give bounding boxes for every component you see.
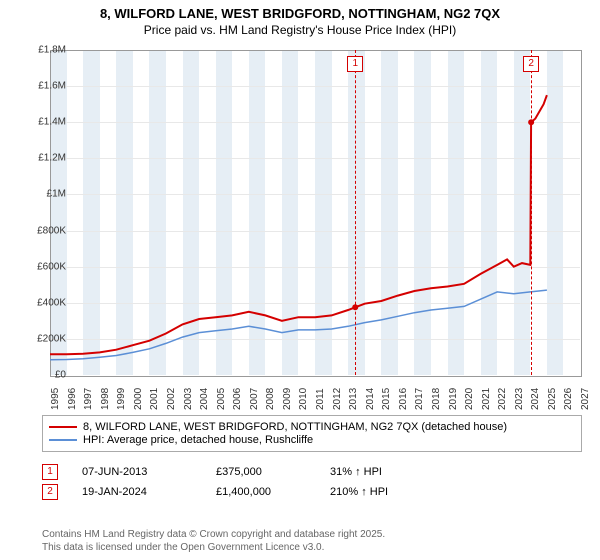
x-tick-label: 2019 (448, 388, 459, 410)
x-tick-label: 2003 (183, 388, 194, 410)
x-tick-label: 2008 (265, 388, 276, 410)
sale-delta: 31% ↑ HPI (330, 466, 382, 478)
x-tick-label: 2001 (149, 388, 160, 410)
y-tick-label: £1M (47, 189, 66, 200)
y-tick-label: £200K (37, 333, 66, 344)
y-tick-label: £1.8M (38, 45, 66, 56)
footnote-line2: This data is licensed under the Open Gov… (42, 541, 385, 554)
x-tick-label: 2020 (464, 388, 475, 410)
x-tick-label: 2026 (563, 388, 574, 410)
y-tick-label: £400K (37, 297, 66, 308)
chart-container: { "title_line1": "8, WILFORD LANE, WEST … (0, 0, 600, 560)
sale-price: £375,000 (216, 466, 306, 478)
x-tick-label: 1997 (83, 388, 94, 410)
chart-title-line2: Price paid vs. HM Land Registry's House … (0, 23, 600, 41)
x-tick-label: 2023 (514, 388, 525, 410)
legend: 8, WILFORD LANE, WEST BRIDGFORD, NOTTING… (42, 415, 582, 452)
x-tick-label: 2005 (216, 388, 227, 410)
sale-price: £1,400,000 (216, 486, 306, 498)
x-tick-label: 1995 (50, 388, 61, 410)
x-tick-label: 2017 (414, 388, 425, 410)
x-tick-label: 2015 (381, 388, 392, 410)
sales-table: 107-JUN-2013£375,00031% ↑ HPI219-JAN-202… (42, 460, 582, 504)
x-tick-label: 2009 (282, 388, 293, 410)
chart-title-line1: 8, WILFORD LANE, WEST BRIDGFORD, NOTTING… (0, 0, 600, 23)
x-tick-label: 2027 (580, 388, 591, 410)
x-tick-label: 2000 (133, 388, 144, 410)
line-series-svg (50, 50, 580, 375)
x-tick-label: 2018 (431, 388, 442, 410)
x-tick-label: 2006 (232, 388, 243, 410)
x-tick-label: 2013 (348, 388, 359, 410)
x-tick-label: 2011 (315, 388, 326, 410)
x-tick-label: 2012 (332, 388, 343, 410)
x-tick-label: 2016 (398, 388, 409, 410)
x-tick-label: 2014 (365, 388, 376, 410)
x-tick-label: 1996 (67, 388, 78, 410)
y-tick-label: £800K (37, 225, 66, 236)
legend-label: HPI: Average price, detached house, Rush… (83, 434, 313, 446)
x-tick-label: 2010 (298, 388, 309, 410)
x-tick-label: 1999 (116, 388, 127, 410)
x-tick-label: 2022 (497, 388, 508, 410)
footnote: Contains HM Land Registry data © Crown c… (42, 528, 385, 554)
x-tick-label: 2007 (249, 388, 260, 410)
sale-date: 07-JUN-2013 (82, 466, 192, 478)
legend-item: 8, WILFORD LANE, WEST BRIDGFORD, NOTTING… (49, 421, 575, 433)
legend-item: HPI: Average price, detached house, Rush… (49, 434, 575, 446)
y-tick-label: £0 (55, 370, 66, 381)
x-tick-label: 2024 (530, 388, 541, 410)
y-tick-label: £1.2M (38, 153, 66, 164)
x-tick-label: 2004 (199, 388, 210, 410)
sale-date: 19-JAN-2024 (82, 486, 192, 498)
legend-label: 8, WILFORD LANE, WEST BRIDGFORD, NOTTING… (83, 421, 507, 433)
y-tick-label: £1.6M (38, 81, 66, 92)
sale-row: 219-JAN-2024£1,400,000210% ↑ HPI (42, 484, 582, 500)
x-tick-label: 2021 (481, 388, 492, 410)
y-tick-label: £1.4M (38, 117, 66, 128)
x-tick-label: 2002 (166, 388, 177, 410)
y-tick-label: £600K (37, 261, 66, 272)
sale-marker: 1 (347, 56, 363, 72)
sale-delta: 210% ↑ HPI (330, 486, 388, 498)
x-tick-label: 1998 (100, 388, 111, 410)
sale-marker: 2 (523, 56, 539, 72)
footnote-line1: Contains HM Land Registry data © Crown c… (42, 528, 385, 541)
sale-row: 107-JUN-2013£375,00031% ↑ HPI (42, 464, 582, 480)
x-tick-label: 2025 (547, 388, 558, 410)
